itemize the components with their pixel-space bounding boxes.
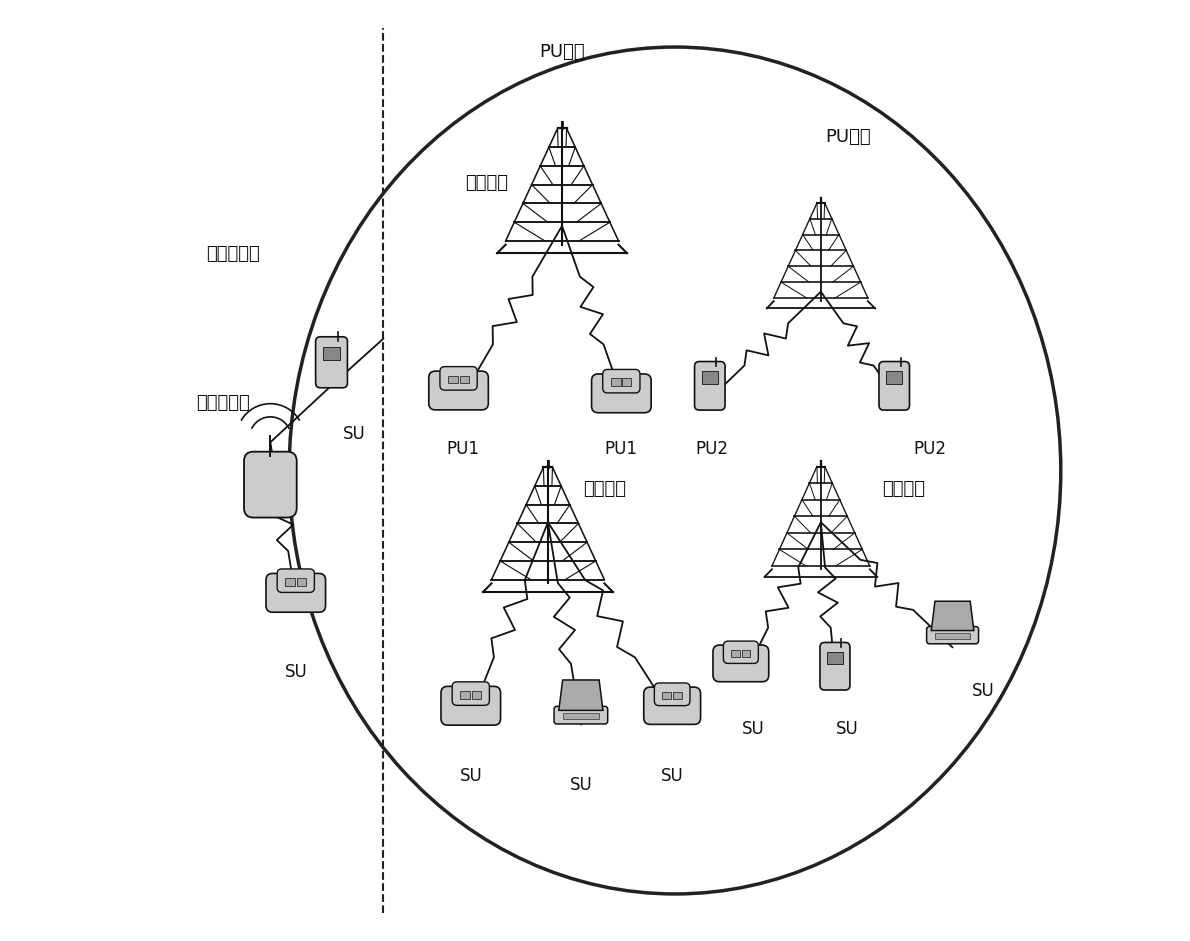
Text: PU1: PU1: [605, 440, 638, 458]
FancyBboxPatch shape: [277, 569, 314, 593]
Bar: [461, 691, 470, 698]
Text: PU2: PU2: [695, 440, 728, 458]
Text: 无线接入点: 无线接入点: [196, 393, 250, 412]
Bar: [459, 375, 469, 383]
Bar: [827, 652, 843, 664]
Text: 认知基站: 认知基站: [882, 480, 925, 499]
Text: SU: SU: [660, 767, 683, 785]
Text: SU: SU: [971, 682, 994, 700]
Text: 授权频带: 授权频带: [465, 174, 508, 193]
Bar: [610, 378, 620, 386]
Text: PU基站: PU基站: [826, 128, 871, 146]
Bar: [472, 691, 481, 698]
FancyBboxPatch shape: [654, 683, 690, 706]
FancyBboxPatch shape: [820, 643, 850, 690]
Text: SU: SU: [459, 767, 482, 785]
Text: SU: SU: [835, 720, 858, 738]
Bar: [674, 692, 682, 699]
FancyBboxPatch shape: [695, 361, 725, 410]
Polygon shape: [559, 680, 603, 710]
FancyBboxPatch shape: [724, 641, 758, 663]
Bar: [662, 692, 671, 699]
Text: 认知基站: 认知基站: [583, 480, 626, 499]
Ellipse shape: [289, 47, 1060, 894]
Bar: [622, 378, 632, 386]
Text: PU基站: PU基站: [539, 43, 584, 61]
FancyBboxPatch shape: [267, 573, 326, 613]
FancyBboxPatch shape: [644, 687, 701, 725]
Text: PU2: PU2: [913, 440, 946, 458]
FancyBboxPatch shape: [441, 686, 501, 726]
Text: 非授权频带: 非授权频带: [206, 245, 259, 263]
Bar: [887, 372, 902, 384]
Bar: [286, 578, 295, 585]
Bar: [702, 372, 718, 384]
Bar: [447, 375, 458, 383]
FancyBboxPatch shape: [555, 707, 608, 724]
FancyBboxPatch shape: [440, 367, 477, 391]
FancyBboxPatch shape: [244, 452, 296, 518]
Bar: [322, 347, 340, 360]
Text: PU1: PU1: [446, 440, 480, 458]
Bar: [296, 578, 306, 585]
Bar: [563, 712, 599, 719]
FancyBboxPatch shape: [602, 370, 640, 393]
FancyBboxPatch shape: [927, 627, 978, 644]
FancyBboxPatch shape: [315, 337, 347, 388]
Text: SU: SU: [741, 720, 764, 738]
FancyBboxPatch shape: [428, 371, 488, 410]
Text: SU: SU: [570, 776, 593, 794]
FancyBboxPatch shape: [452, 682, 489, 706]
FancyBboxPatch shape: [591, 374, 651, 413]
Bar: [731, 649, 740, 657]
Text: SU: SU: [343, 425, 365, 443]
Bar: [741, 649, 750, 657]
Polygon shape: [932, 601, 973, 630]
FancyBboxPatch shape: [879, 361, 909, 410]
Text: SU: SU: [284, 663, 307, 681]
Bar: [935, 633, 970, 639]
FancyBboxPatch shape: [713, 646, 769, 681]
